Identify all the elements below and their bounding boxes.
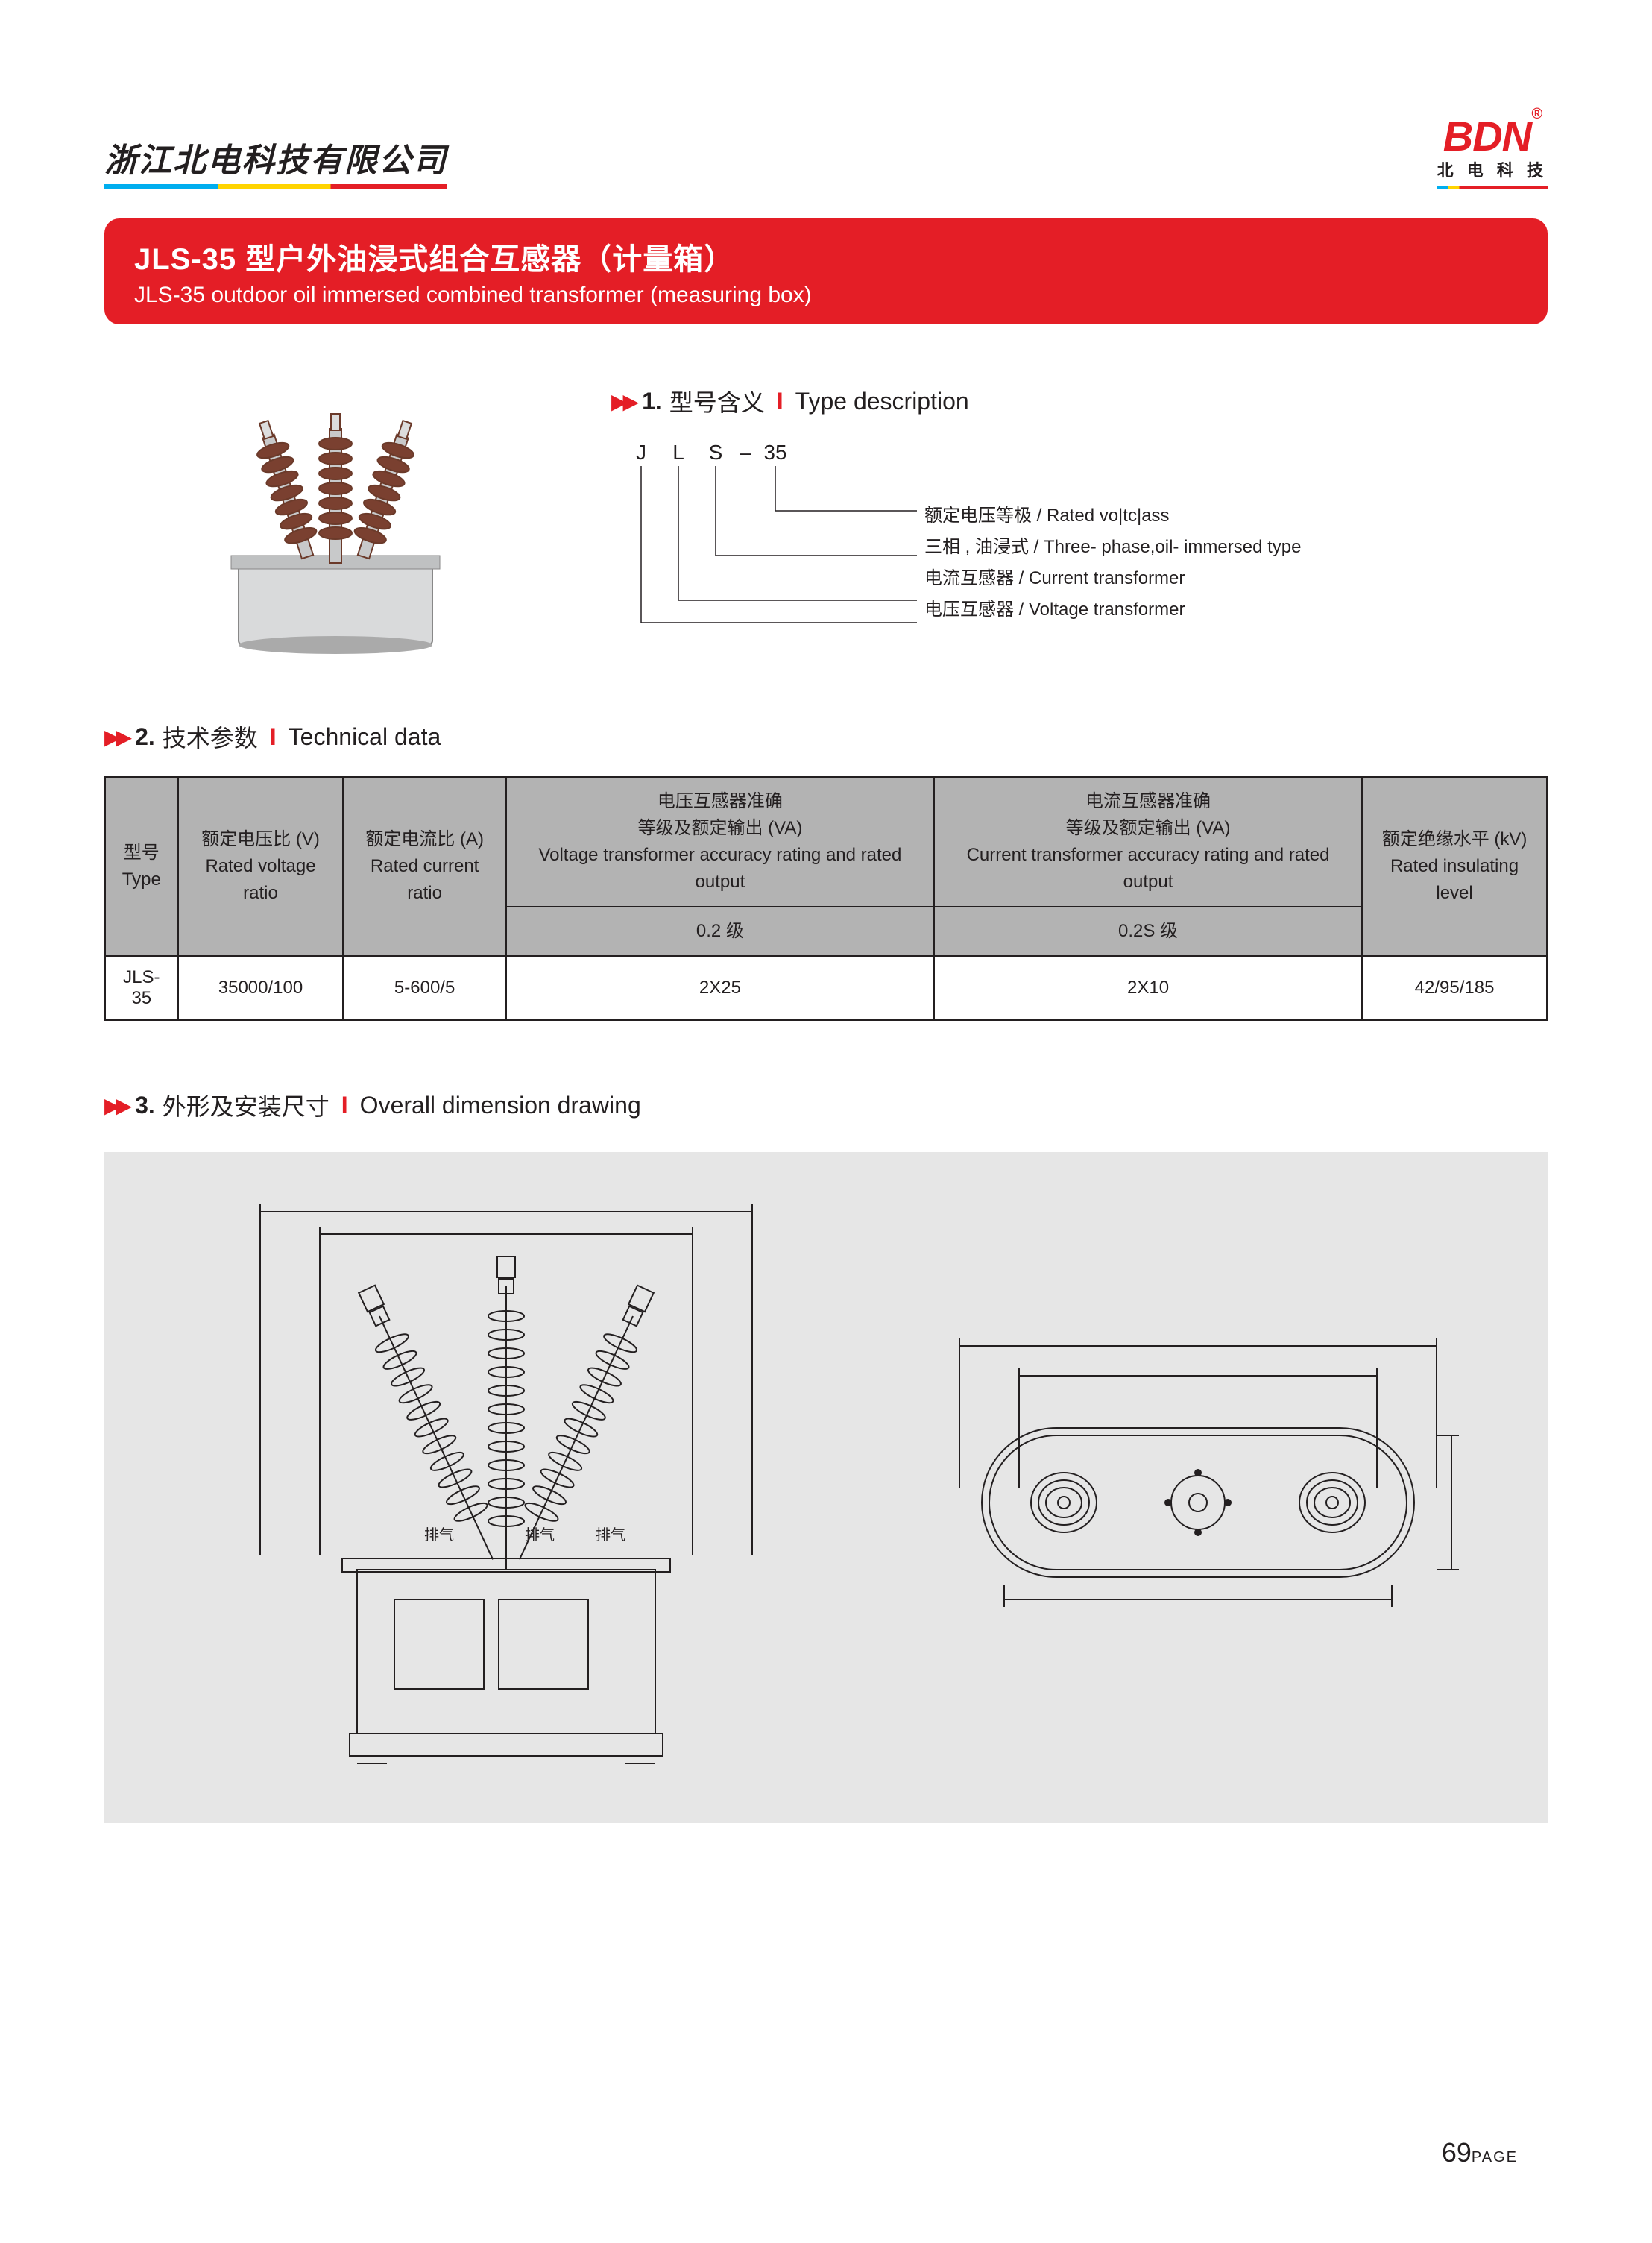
col-type: 型号Type xyxy=(105,777,178,956)
page-header: 浙江北电科技有限公司 BDN® 北 电 科 技 xyxy=(104,112,1548,189)
type-label: 电流互感器 / Current transformer xyxy=(924,563,1301,594)
type-label: 电压互感器 / Voltage transformer xyxy=(924,594,1301,626)
type-diagram: J L S – 35 额定电压等极 / Rated vo|tc|ass xyxy=(611,441,1548,649)
title-banner: JLS-35 型户外油浸式组合互感器（计量箱） JLS-35 outdoor o… xyxy=(104,218,1548,324)
col-vt-sub: 0.2 级 xyxy=(506,907,934,956)
section3-cn: 外形及安装尺寸 xyxy=(163,1088,330,1122)
page-num-label: PAGE xyxy=(1472,2149,1518,2165)
title-cn: JLS-35 型户外油浸式组合互感器（计量箱） xyxy=(134,235,1518,278)
type-letter: S xyxy=(701,441,731,465)
logo-underline xyxy=(1437,186,1548,189)
logo-registered: ® xyxy=(1531,106,1542,122)
table-row: JLS-35 35000/100 5-600/5 2X25 2X10 42/95… xyxy=(105,956,1547,1020)
cell: 2X25 xyxy=(506,956,934,1020)
cell: JLS-35 xyxy=(105,956,178,1020)
section1-cn: 型号含义 xyxy=(669,384,765,418)
dimension-drawing: 排气 排气 排气 xyxy=(104,1152,1548,1823)
section1-divider: I xyxy=(777,388,784,415)
product-image xyxy=(104,384,567,667)
page-number: 69PAGE xyxy=(1442,2137,1518,2168)
type-letter: 35 xyxy=(760,441,790,465)
arrows-icon: ▶▶ xyxy=(611,389,634,414)
section1-en: Type description xyxy=(795,388,969,415)
col-vt-accuracy: 电压互感器准确 等级及额定输出 (VA)Voltage transformer … xyxy=(506,777,934,907)
cell: 42/95/185 xyxy=(1362,956,1547,1020)
type-label: 三相 , 油浸式 / Three- phase,oil- immersed ty… xyxy=(924,532,1301,563)
section1-header: ▶▶ 1. 型号含义 I Type description xyxy=(611,384,1548,418)
logo-text: BDN xyxy=(1443,113,1531,160)
section2-cn: 技术参数 xyxy=(163,720,258,754)
header-underline xyxy=(104,184,447,189)
cell: 35000/100 xyxy=(178,956,344,1020)
type-letter: – xyxy=(738,441,753,465)
technical-data-table: 型号Type 额定电压比 (V)Rated voltage ratio 额定电流… xyxy=(104,776,1548,1021)
col-ct-sub: 0.2S 级 xyxy=(934,907,1362,956)
cell: 2X10 xyxy=(934,956,1362,1020)
section3-number: 3. xyxy=(135,1092,155,1119)
section1-number: 1. xyxy=(642,388,662,415)
title-en: JLS-35 outdoor oil immersed combined tra… xyxy=(134,283,1518,308)
section2-en: Technical data xyxy=(289,723,441,751)
page-num-value: 69 xyxy=(1442,2137,1472,2168)
drawing-label: 排气 xyxy=(525,1526,555,1544)
col-insulating: 额定绝缘水平 (kV)Rated insulating level xyxy=(1362,777,1547,956)
arrows-icon: ▶▶ xyxy=(104,725,127,749)
section2-number: 2. xyxy=(135,723,155,751)
section3-divider: I xyxy=(341,1092,348,1119)
type-label: 额定电压等极 / Rated vo|tc|ass xyxy=(924,500,1301,532)
col-ct-accuracy: 电流互感器准确 等级及额定输出 (VA)Current transformer … xyxy=(934,777,1362,907)
drawing-label: 排气 xyxy=(424,1526,454,1544)
col-current: 额定电流比 (A)Rated current ratio xyxy=(343,777,505,956)
drawing-label: 排气 xyxy=(596,1526,625,1544)
section2-divider: I xyxy=(270,723,277,751)
logo-subtitle: 北 电 科 技 xyxy=(1437,157,1548,181)
logo: BDN® 北 电 科 技 xyxy=(1437,112,1548,189)
section2-header: ▶▶ 2. 技术参数 I Technical data xyxy=(104,720,1548,754)
section3-en: Overall dimension drawing xyxy=(360,1092,641,1119)
col-voltage: 额定电压比 (V)Rated voltage ratio xyxy=(178,777,344,956)
section3-header: ▶▶ 3. 外形及安装尺寸 I Overall dimension drawin… xyxy=(104,1088,1548,1122)
cell: 5-600/5 xyxy=(343,956,505,1020)
type-letter: J xyxy=(626,441,656,465)
type-letter: L xyxy=(663,441,693,465)
type-bracket-lines xyxy=(626,466,924,645)
arrows-icon: ▶▶ xyxy=(104,1093,127,1118)
company-name: 浙江北电科技有限公司 xyxy=(104,133,447,181)
